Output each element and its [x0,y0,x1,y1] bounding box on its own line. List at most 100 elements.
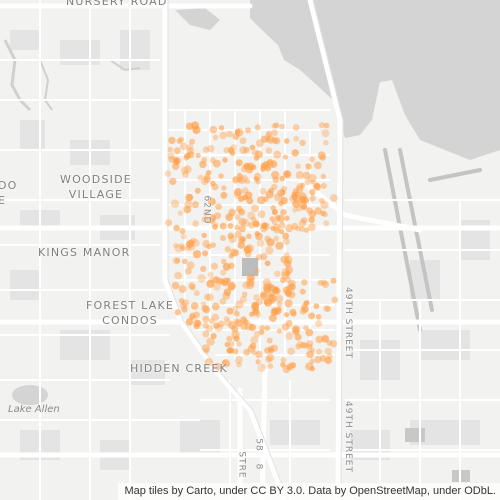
data-point-96 [239,146,248,155]
data-point-223 [274,270,281,277]
data-point-413 [251,301,259,310]
data-point-482 [204,358,213,367]
data-point-38 [195,152,201,158]
data-point-75 [308,156,315,163]
data-point-423 [308,312,315,320]
data-point-343 [243,245,252,254]
data-point-37 [177,210,184,216]
label-forest-lake-condos: FOREST LAKE CONDOS [86,299,175,327]
data-point-145 [323,122,330,129]
data-point-512 [257,210,266,218]
data-point-436 [325,305,331,312]
data-point-286 [174,271,183,280]
data-point-502 [291,193,299,201]
data-point-111 [165,219,173,227]
data-point-56 [243,146,250,154]
data-point-495 [280,357,287,363]
data-point-210 [180,245,186,252]
data-point-173 [313,161,322,170]
label-edge-area: DO E [0,179,18,207]
data-point-190 [249,144,256,151]
data-point-338 [220,269,227,276]
data-point-422 [264,325,271,332]
data-point-110 [226,130,234,138]
data-point-356 [222,291,231,300]
data-point-203 [212,223,218,230]
data-point-434 [299,288,306,295]
data-point-88 [260,135,269,143]
data-point-272 [178,285,187,293]
data-point-108 [192,201,199,209]
data-point-499 [226,347,234,354]
data-point-342 [207,271,214,278]
data-point-318 [220,235,226,241]
data-point-527 [308,174,317,183]
data-point-481 [323,305,330,312]
data-point-1 [237,172,243,179]
data-point-518 [319,210,326,217]
data-point-357 [287,347,296,356]
data-point-128 [220,191,228,199]
data-point-450 [329,340,338,348]
data-point-164 [209,214,217,222]
data-point-21 [199,160,207,169]
data-point-258 [227,232,234,240]
data-point-253 [273,235,280,242]
data-point-498 [287,362,295,371]
data-point-361 [304,300,310,306]
data-point-107 [305,163,312,170]
data-point-105 [320,200,329,209]
data-point-340 [188,243,196,251]
data-point-306 [219,298,227,305]
data-point-10 [222,157,228,163]
data-point-446 [315,348,323,355]
data-point-374 [276,328,282,334]
data-point-313 [182,258,188,265]
street-label-stre: STRE [236,451,247,479]
data-point-89 [167,146,173,153]
data-point-445 [255,311,262,318]
data-point-217 [200,301,207,308]
data-point-113 [266,160,275,169]
data-point-455 [255,350,263,359]
data-point-470 [246,277,255,287]
data-point-42 [238,217,247,226]
data-point-538 [271,183,278,190]
data-point-320 [211,262,218,270]
data-point-442 [326,353,333,360]
data-point-402 [266,353,275,362]
data-point-156 [229,148,236,156]
data-point-273 [174,309,181,316]
data-point-392 [285,332,294,341]
data-point-148 [179,142,188,151]
data-point-119 [169,177,177,186]
data-point-81 [164,170,172,177]
data-point-464 [281,323,290,331]
data-point-243 [174,257,181,264]
data-point-222 [188,282,196,290]
data-point-83 [234,188,243,197]
data-point-142 [280,209,287,216]
street-label-58: 58 [253,438,264,452]
data-point-302 [279,222,286,229]
data-point-437 [202,315,210,323]
data-point-90 [173,147,181,155]
data-point-4 [273,137,281,145]
data-point-195 [269,216,275,222]
data-point-373 [248,323,257,332]
data-point-485 [305,362,314,371]
data-point-94 [215,203,222,210]
data-point-149 [183,205,192,214]
data-point-420 [267,363,274,369]
data-point-400 [300,342,307,349]
data-point-159 [321,129,330,138]
data-point-438 [224,341,231,348]
data-point-367 [227,282,236,291]
data-point-427 [221,360,227,366]
data-point-387 [321,335,330,343]
data-point-536 [272,176,279,183]
data-point-241 [240,295,247,303]
data-point-514 [270,205,277,211]
